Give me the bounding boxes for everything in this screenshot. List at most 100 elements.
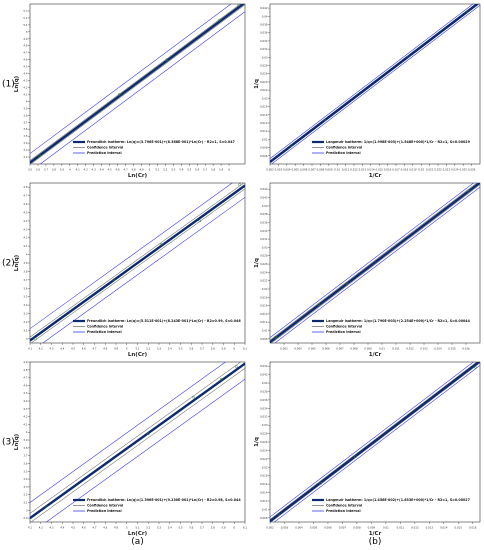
prediction-interval-line-lower	[45, 378, 245, 522]
y-tick-label: 0.01	[262, 137, 268, 141]
y-tick-label: 4.1	[23, 422, 27, 426]
y-tick-label: 0.018	[260, 295, 268, 299]
y-tick-label: 0.02	[262, 96, 268, 100]
y-tick-label: 4.1	[23, 92, 27, 96]
y-axis-title: 1/q	[254, 79, 260, 89]
y-tick-label: 4.9	[23, 37, 27, 41]
x-tick-label: 0.011	[397, 526, 405, 530]
x-tick-label: 5.3	[157, 526, 161, 530]
prediction-interval-line-upper	[30, 362, 226, 503]
x-tick-label: 6	[233, 526, 235, 530]
y-tick-label: 0.008	[260, 146, 268, 150]
legend-fit-label: Langmuir Isotherm: 1/q=(1.998E-003)+(1.5…	[326, 140, 471, 144]
x-tick-label: 4.3	[49, 347, 53, 351]
y-tick-label: 0.018	[260, 105, 268, 109]
x-tick-label: 5.9	[221, 526, 225, 530]
y-tick-label: 4.7	[23, 51, 27, 55]
y-tick-label: 3.9	[23, 106, 27, 110]
y-tick-label: 0.042	[260, 196, 268, 200]
x-tick-label: 5	[149, 168, 151, 172]
data-point	[34, 337, 37, 341]
y-tick-label: 4	[26, 99, 28, 103]
x-tick-label: 4.8	[103, 347, 107, 351]
x-tick-label: 5.4	[168, 347, 172, 351]
y-tick-label: 4.8	[23, 368, 27, 372]
data-point	[467, 189, 471, 193]
confidence-interval-line-lower	[30, 368, 245, 522]
y-tick-label: 3.8	[23, 269, 27, 273]
y-tick-label: 3.8	[23, 113, 27, 117]
fit-line	[30, 362, 245, 520]
data-point	[354, 455, 357, 459]
y-tick-label: 4.2	[23, 236, 27, 240]
legend-prediction-label: Prediction interval	[87, 151, 122, 155]
x-tick-label: 5	[126, 526, 128, 530]
x-tick-label: 0.021	[426, 168, 434, 172]
y-tick-label: 0.036	[260, 31, 268, 35]
y-tick-label: 0.032	[260, 237, 268, 241]
x-tick-label: 4.9	[139, 168, 143, 172]
x-tick-label: 3.6	[36, 168, 40, 172]
data-point	[407, 55, 410, 58]
confidence-interval-line-lower	[30, 4, 245, 164]
y-tick-label: 0.01	[262, 507, 268, 511]
legend-prediction-label: Prediction interval	[326, 509, 361, 513]
x-tick-label: 4.3	[92, 168, 96, 172]
data-point	[44, 505, 48, 508]
y-tick-label: 4.3	[23, 407, 27, 411]
x-tick-label: 0.016	[384, 168, 392, 172]
prediction-interval-line-lower	[42, 197, 245, 343]
column-label-b: (b)	[369, 537, 382, 547]
y-tick-label: 0.042	[260, 373, 268, 377]
data-point	[289, 144, 293, 147]
y-tick-label: 4.5	[23, 391, 27, 395]
y-tick-label: 0.032	[260, 47, 268, 51]
x-tick-label: 0.015	[375, 168, 383, 172]
confidence-interval-line-lower	[30, 188, 245, 343]
x-tick-label: 4.1	[28, 347, 32, 351]
legend-confidence-label: Confidence interval	[87, 325, 123, 329]
x-tick-label: 6	[233, 347, 235, 351]
y-tick-label: 0.014	[260, 121, 268, 125]
x-tick-label: 0.004	[295, 526, 303, 530]
x-tick-label: 5.9	[221, 347, 225, 351]
x-tick-label: 4.1	[76, 168, 80, 172]
y-tick-label: 3.6	[23, 286, 27, 290]
x-tick-label: 0.005	[310, 526, 318, 530]
x-tick-label: 5.1	[155, 168, 159, 172]
y-tick-label: 4.7	[23, 376, 27, 380]
y-tick-label: 3	[26, 337, 28, 341]
y-tick-label: 3.2	[23, 320, 27, 324]
y-axis-title: Ln(q)	[14, 433, 20, 450]
x-tick-label: 5.1	[135, 526, 139, 530]
legend-prediction-label: Prediction interval	[87, 330, 122, 334]
y-tick-label: 3.7	[23, 454, 27, 458]
x-tick-label: 0.022	[434, 168, 442, 172]
y-tick-label: 4.4	[23, 72, 27, 76]
y-tick-label: 3.9	[23, 261, 27, 265]
series-group	[30, 4, 245, 164]
x-tick-label: 0.003	[281, 526, 289, 530]
x-tick-label: 4.2	[84, 168, 88, 172]
y-tick-label: 3.2	[23, 155, 27, 159]
y-tick-label: 4.3	[23, 227, 27, 231]
data-point	[323, 118, 326, 122]
x-tick-label: 0.013	[359, 168, 367, 172]
y-tick-label: 0.026	[260, 262, 268, 266]
legend-prediction-label: Prediction interval	[87, 509, 122, 513]
y-tick-label: 4.6	[23, 383, 27, 387]
y-tick-label: 5.3	[23, 9, 27, 13]
data-point	[159, 243, 163, 246]
series-group	[270, 4, 480, 164]
x-tick-label: 4.5	[71, 526, 75, 530]
prediction-interval-line-lower	[274, 186, 480, 343]
x-tick-label: 0.005	[291, 168, 299, 172]
x-tick-label: 3.7	[44, 168, 48, 172]
data-point	[238, 183, 241, 187]
x-tick-label: 0.016	[462, 347, 470, 351]
y-tick-label: 0.016	[260, 482, 268, 486]
x-tick-label: 4.6	[82, 347, 86, 351]
x-tick-label: 5.5	[178, 526, 182, 530]
y-tick-label: 0.028	[260, 64, 268, 68]
x-tick-label: 0.005	[308, 347, 316, 351]
